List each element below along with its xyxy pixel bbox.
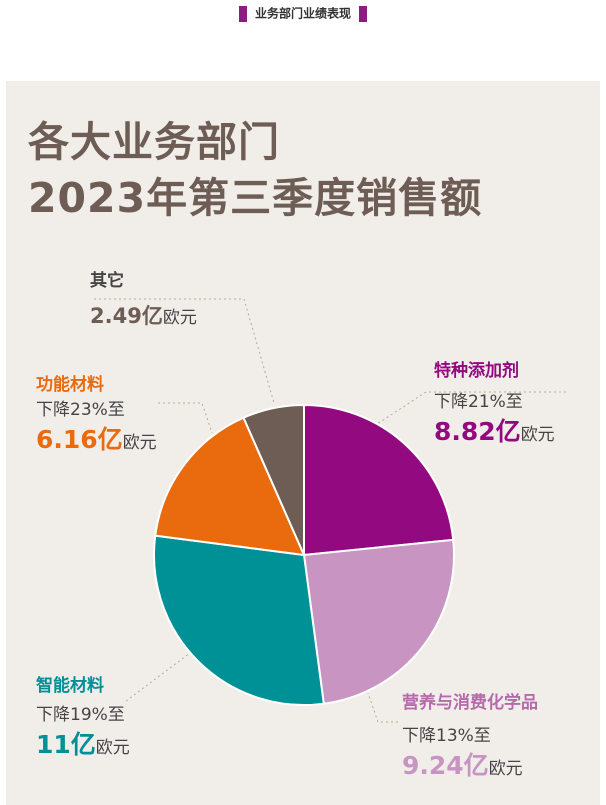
- label-smart-materials-name: 智能材料: [36, 676, 104, 696]
- leader-smart-materials: [125, 640, 207, 702]
- pie-slice-smart-materials: [153, 534, 325, 707]
- label-performance-materials: 功能材料 下降23%至 6.16亿欧元: [36, 373, 157, 460]
- label-performance-materials-unit: 欧元: [122, 433, 157, 453]
- leader-nutrition-care: [367, 692, 398, 723]
- pie-slice-other: [242, 403, 305, 556]
- label-other: 其它 2.49亿欧元: [90, 269, 197, 335]
- label-nutrition-care-name: 营养与消费化学品: [402, 693, 538, 713]
- chart-panel: 各大业务部门 2023年第三季度销售额 其它 2.49亿欧元 功能材料 下降23…: [6, 81, 600, 805]
- label-specialty-additives-change: 下降21%至: [434, 392, 523, 412]
- label-other-name: 其它: [90, 271, 124, 291]
- chart-title-line1: 各大业务部门: [28, 118, 280, 166]
- leader-other: [94, 298, 275, 404]
- pie-slice-nutrition-care: [302, 538, 455, 705]
- leader-performance-materials: [158, 402, 213, 434]
- label-specialty-additives: 特种添加剂 下降21%至 8.82亿欧元: [434, 359, 555, 452]
- chart-title-line2: 2023年第三季度销售额: [28, 174, 483, 222]
- label-specialty-additives-name: 特种添加剂: [434, 361, 519, 381]
- label-specialty-additives-value: 8.82亿: [434, 417, 521, 446]
- label-smart-materials: 智能材料 下降19%至 11亿欧元: [36, 674, 130, 765]
- label-nutrition-care-value: 9.24亿: [402, 751, 489, 780]
- label-nutrition-care-unit: 欧元: [488, 759, 523, 779]
- label-smart-materials-unit: 欧元: [95, 738, 130, 758]
- tag-bar-right: [359, 5, 367, 22]
- pie-slice-specialty-additives: [303, 403, 455, 557]
- label-performance-materials-change: 下降23%至: [36, 400, 125, 420]
- section-tag-text: 业务部门业绩表现: [254, 6, 351, 21]
- section-tag: 业务部门业绩表现: [0, 4, 606, 22]
- leader-lines: [94, 298, 566, 723]
- label-smart-materials-value: 11亿: [36, 730, 96, 759]
- pie-chart: [94, 298, 566, 723]
- chart-title: 各大业务部门 2023年第三季度销售额: [28, 114, 482, 226]
- label-performance-materials-value: 6.16亿: [36, 425, 123, 454]
- tag-bar-left: [238, 5, 247, 22]
- label-smart-materials-value-row: 11亿欧元: [36, 728, 130, 765]
- pie-slice-performance-materials: [154, 416, 306, 557]
- label-nutrition-care-value-row: 9.24亿欧元: [402, 749, 538, 786]
- label-performance-materials-name: 功能材料: [36, 375, 104, 395]
- label-smart-materials-change: 下降19%至: [36, 705, 125, 725]
- label-other-value: 2.49亿: [90, 304, 163, 328]
- label-specialty-additives-unit: 欧元: [520, 425, 555, 445]
- label-other-value-row: 2.49亿欧元: [90, 299, 197, 335]
- pie-slices: [153, 403, 455, 707]
- leader-specialty-additives: [373, 391, 566, 427]
- label-other-unit: 欧元: [162, 308, 197, 328]
- label-performance-materials-value-row: 6.16亿欧元: [36, 423, 157, 460]
- label-specialty-additives-value-row: 8.82亿欧元: [434, 415, 555, 452]
- label-nutrition-care: 营养与消费化学品 下降13%至 9.24亿欧元: [402, 691, 538, 786]
- label-nutrition-care-change: 下降13%至: [402, 726, 491, 746]
